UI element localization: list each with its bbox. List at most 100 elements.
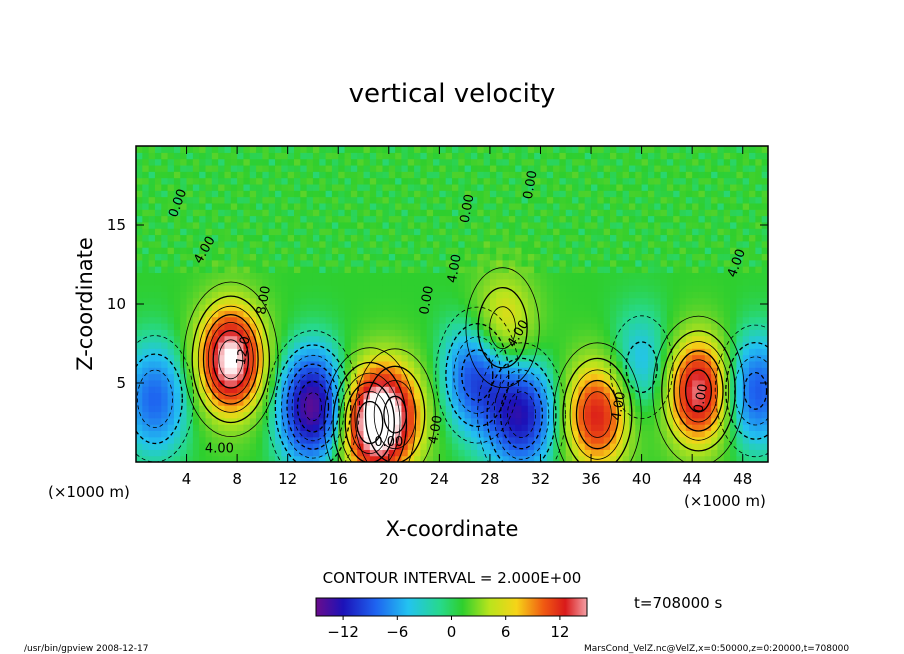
- heatmap-cell: [464, 247, 472, 255]
- heatmap-cell: [616, 322, 624, 330]
- heatmap-cell: [622, 152, 630, 160]
- heatmap-cell: [452, 379, 459, 387]
- heatmap-cell: [755, 285, 763, 292]
- heatmap-cell: [553, 171, 561, 179]
- heatmap-cell: [622, 234, 630, 242]
- heatmap-cell: [161, 411, 169, 419]
- heatmap-cell: [584, 367, 592, 375]
- heatmap-cell: [692, 259, 700, 267]
- heatmap-cell: [173, 373, 181, 381]
- heatmap-cell: [401, 152, 409, 160]
- heatmap-cell: [268, 171, 276, 179]
- heatmap-cell: [395, 221, 403, 229]
- heatmap-cell: [603, 341, 611, 349]
- heatmap-cell: [540, 158, 548, 166]
- heatmap-cell: [243, 240, 251, 248]
- heatmap-cell: [616, 152, 624, 160]
- heatmap-cell: [597, 183, 605, 191]
- heatmap-cell: [749, 405, 756, 413]
- heatmap-cell: [540, 316, 548, 324]
- heatmap-cell: [230, 329, 238, 337]
- heatmap-cell: [369, 190, 377, 198]
- heatmap-cell: [704, 253, 712, 261]
- heatmap-cell: [161, 297, 169, 305]
- heatmap-cell: [597, 196, 605, 204]
- heatmap-cell: [230, 177, 238, 185]
- heatmap-cell: [673, 177, 681, 185]
- heatmap-cell: [275, 177, 282, 185]
- heatmap-cell: [546, 272, 554, 280]
- heatmap-cell: [647, 152, 655, 160]
- heatmap-cell: [407, 266, 415, 273]
- heatmap-cell: [452, 341, 459, 349]
- heatmap-cell: [597, 259, 605, 267]
- heatmap-cell: [685, 392, 693, 400]
- heatmap-cell: [357, 392, 365, 400]
- heatmap-cell: [736, 430, 744, 438]
- heatmap-cell: [180, 285, 188, 292]
- heatmap-cell: [331, 146, 339, 153]
- heatmap-cell: [281, 335, 289, 343]
- heatmap-cell: [167, 158, 175, 166]
- heatmap-cell: [388, 209, 396, 217]
- heatmap-cell: [173, 266, 181, 273]
- heatmap-cell: [161, 430, 169, 438]
- heatmap-cell: [736, 455, 744, 462]
- heatmap-cell: [344, 272, 352, 280]
- heatmap-cell: [736, 240, 744, 248]
- heatmap-cell: [546, 411, 554, 419]
- heatmap-cell: [521, 183, 529, 191]
- heatmap-cell: [723, 285, 731, 292]
- heatmap-cell: [300, 190, 308, 198]
- heatmap-cell: [704, 272, 712, 280]
- heatmap-cell: [363, 411, 371, 419]
- heatmap-cell: [180, 209, 188, 217]
- heatmap-cell: [534, 329, 542, 337]
- heatmap-cell: [426, 158, 434, 166]
- heatmap-cell: [256, 164, 263, 172]
- heatmap-cell: [148, 392, 156, 400]
- heatmap-cell: [154, 202, 162, 210]
- heatmap-cell: [180, 449, 188, 457]
- heatmap-cell: [591, 417, 598, 425]
- heatmap-cell: [407, 329, 415, 337]
- heatmap-cell: [654, 291, 662, 299]
- heatmap-cell: [464, 272, 472, 280]
- heatmap-cell: [148, 190, 156, 198]
- heatmap-cell: [477, 240, 485, 248]
- heatmap-cell: [237, 234, 245, 242]
- heatmap-cell: [344, 215, 352, 223]
- heatmap-cell: [161, 183, 169, 191]
- heatmap-cell: [154, 341, 162, 349]
- heatmap-cell: [591, 146, 598, 153]
- heatmap-cell: [483, 240, 491, 248]
- heatmap-cell: [363, 373, 371, 381]
- heatmap-cell: [477, 215, 485, 223]
- heatmap-cell: [275, 455, 282, 462]
- heatmap-cell: [559, 221, 567, 229]
- heatmap-cell: [717, 259, 725, 267]
- heatmap-cell: [256, 455, 263, 462]
- heatmap-cell: [433, 177, 440, 185]
- heatmap-cell: [294, 304, 301, 311]
- heatmap-cell: [685, 297, 693, 305]
- heatmap-cell: [717, 164, 725, 172]
- heatmap-cell: [483, 215, 491, 223]
- heatmap-cell: [205, 158, 213, 166]
- heatmap-cell: [654, 424, 662, 431]
- heatmap-cell: [534, 215, 542, 223]
- heatmap-cell: [306, 379, 314, 387]
- heatmap-cell: [584, 196, 592, 204]
- heatmap-cell: [635, 177, 643, 185]
- heatmap-cell: [154, 234, 162, 242]
- heatmap-cell: [388, 424, 396, 431]
- heatmap-cell: [407, 183, 415, 191]
- heatmap-cell: [142, 373, 150, 381]
- heatmap-cell: [502, 215, 510, 223]
- heatmap-cell: [325, 234, 333, 242]
- heatmap-cell: [319, 190, 327, 198]
- heatmap-cell: [388, 443, 396, 450]
- heatmap-cell: [540, 266, 548, 273]
- heatmap-cell: [483, 310, 491, 318]
- heatmap-cell: [414, 449, 421, 457]
